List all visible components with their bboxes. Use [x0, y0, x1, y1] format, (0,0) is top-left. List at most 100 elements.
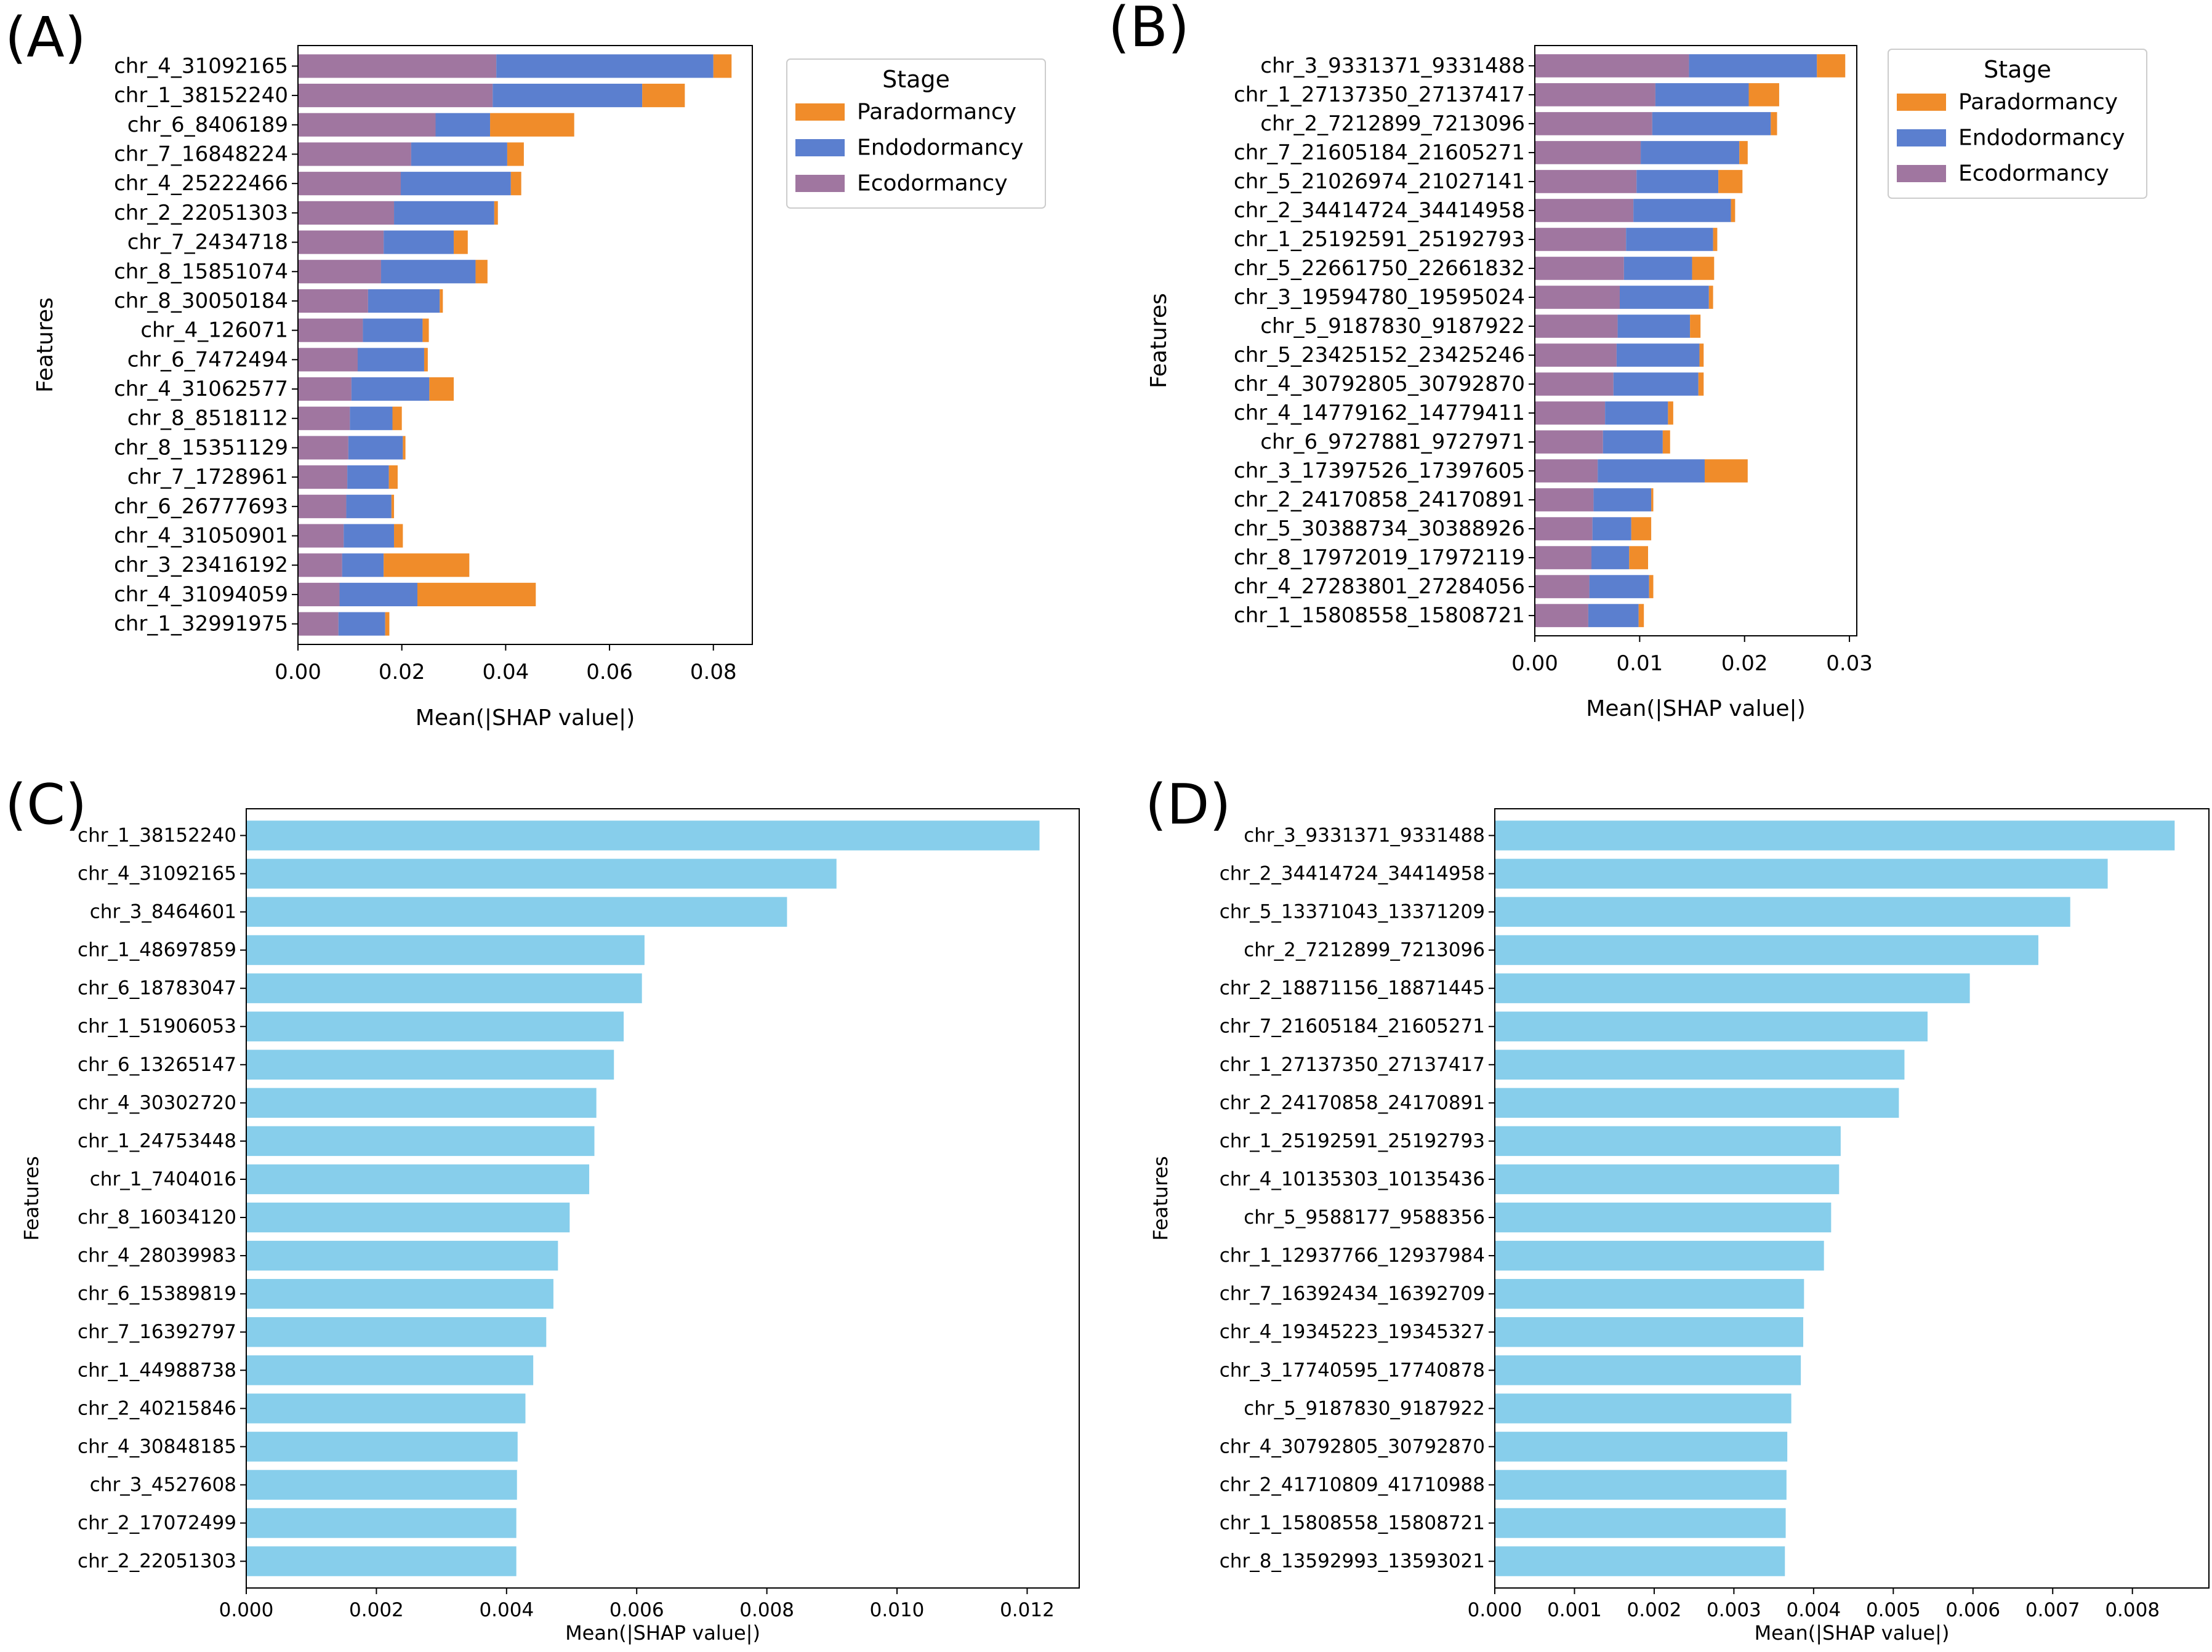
bar-endodormancy	[348, 436, 403, 460]
bar	[247, 1164, 590, 1195]
bar-group	[1495, 820, 2175, 1576]
y-tick-label: chr_2_34414724_34414958	[1234, 198, 1525, 223]
y-tick-label: chr_1_27137350_27137417	[1220, 1054, 1485, 1076]
bar-ecodormancy	[298, 406, 350, 430]
bar-paradormancy	[1692, 257, 1715, 280]
bar	[247, 1432, 518, 1462]
legend-title: Stage	[882, 66, 950, 93]
bar-ecodormancy	[298, 348, 358, 372]
legend-swatch-endodormancy	[1897, 129, 1946, 146]
bar-ecodormancy	[298, 172, 401, 196]
y-tick-label: chr_5_9588177_9588356	[1244, 1206, 1485, 1229]
bar-ecodormancy	[1535, 286, 1620, 309]
y-tick-labels: chr_3_9331371_9331488 chr_2_34414724_3441…	[1220, 824, 1495, 1573]
y-tick-label: chr_4_27283801_27284056	[1234, 574, 1525, 599]
legend-swatch-ecodormancy	[795, 175, 845, 192]
bar-endodormancy	[347, 465, 389, 489]
bar-paradormancy	[1718, 170, 1743, 193]
bar-paradormancy	[1731, 199, 1735, 222]
legend-swatch-paradormancy	[795, 103, 845, 121]
bar-ecodormancy	[1535, 228, 1627, 251]
bar-ecodormancy	[298, 113, 436, 137]
bar-endodormancy	[342, 553, 384, 577]
bar-ecodormancy	[1535, 199, 1634, 222]
y-tick-label: chr_2_7212899_7213096	[1260, 111, 1525, 136]
axes-frame	[1534, 45, 1857, 636]
bar-endodormancy	[1652, 112, 1771, 135]
bar-paradormancy	[1668, 401, 1673, 425]
bar-endodormancy	[363, 318, 423, 342]
x-axis-label: Mean(|SHAP value|)	[1755, 1621, 1950, 1645]
bar-endodormancy	[400, 172, 511, 196]
legend-label-paradormancy: Paradormancy	[1958, 90, 2118, 115]
bar-paradormancy	[1698, 372, 1704, 396]
y-tick-label: chr_1_15808558_15808721	[1220, 1512, 1485, 1534]
bar-endodormancy	[344, 524, 395, 548]
y-tick-label: chr_3_8464601	[90, 901, 236, 923]
bar-endodormancy	[357, 348, 424, 372]
bar-endodormancy	[351, 377, 430, 401]
bar-paradormancy	[507, 142, 524, 166]
bar-ecodormancy	[1535, 141, 1641, 164]
bar-endodormancy	[493, 84, 643, 108]
bar-endodormancy	[1598, 459, 1705, 483]
bar	[247, 1126, 595, 1157]
y-tick-label: chr_8_16034120	[78, 1206, 236, 1229]
y-tick-label: chr_4_25222466	[114, 171, 288, 196]
y-tick-label: chr_8_30050184	[114, 289, 288, 313]
y-tick-label: chr_3_17397526_17397605	[1234, 459, 1525, 483]
y-axis-label: Features	[1149, 1156, 1172, 1241]
bar-ecodormancy	[1535, 372, 1614, 396]
y-tick-label: chr_2_24170858_24170891	[1220, 1092, 1485, 1114]
bar-ecodormancy	[1535, 315, 1618, 338]
x-tick-label: 0.008	[739, 1599, 794, 1621]
bar-endodormancy	[1592, 517, 1631, 540]
bar	[247, 1278, 553, 1309]
bar-ecodormancy	[1535, 517, 1593, 540]
x-axis-label: Mean(|SHAP value|)	[416, 705, 635, 731]
y-tick-label: chr_3_9331371_9331488	[1260, 54, 1525, 78]
y-tick-label: chr_2_22051303	[114, 201, 288, 225]
x-ticks: 0.000 0.002 0.004 0.006 0.008 0.010 0.012	[219, 1588, 1055, 1621]
bar	[1495, 1470, 1787, 1500]
y-tick-label: chr_1_48697859	[78, 939, 236, 961]
bar-paradormancy	[417, 582, 536, 606]
bar	[247, 935, 645, 965]
bar-endodormancy	[346, 494, 392, 518]
y-tick-label: chr_3_4527608	[90, 1474, 236, 1496]
bar	[1495, 1049, 1905, 1080]
y-tick-label: chr_1_12937766_12937984	[1220, 1245, 1485, 1267]
y-tick-label: chr_2_17072499	[78, 1512, 236, 1534]
bar	[1495, 1432, 1788, 1462]
y-tick-label: chr_8_15351129	[114, 435, 288, 460]
bar-paradormancy	[403, 436, 406, 460]
bar-ecodormancy	[1535, 430, 1603, 454]
bar-ecodormancy	[1535, 170, 1637, 193]
bar	[1495, 935, 2038, 965]
y-tick-labels: chr_3_9331371_9331488 chr_1_27137350_2713…	[1234, 54, 1535, 628]
bar-endodormancy	[394, 201, 494, 225]
bar	[1495, 1317, 1804, 1347]
y-axis-label: Features	[1146, 293, 1172, 388]
bar-ecodormancy	[1535, 257, 1624, 280]
y-tick-label: chr_1_7404016	[90, 1168, 236, 1190]
bar	[247, 1088, 597, 1118]
y-tick-label: chr_8_15851074	[114, 259, 288, 284]
bar-endodormancy	[338, 612, 385, 636]
bar	[1495, 897, 2070, 927]
bar	[1495, 1278, 1804, 1309]
y-tick-label: chr_6_18783047	[78, 977, 236, 1000]
x-tick-label: 0.002	[349, 1599, 404, 1621]
bar-paradormancy	[1638, 604, 1644, 627]
y-axis-label: Features	[33, 297, 58, 393]
y-tick-label: chr_6_9727881_9727971	[1260, 430, 1525, 454]
y-tick-label: chr_2_24170858_24170891	[1234, 487, 1525, 512]
x-tick-label: 0.004	[479, 1599, 534, 1621]
legend-label-ecodormancy: Ecodormancy	[1958, 161, 2109, 186]
legend-label-endodormancy: Endodormancy	[857, 135, 1024, 161]
bar-ecodormancy	[1535, 546, 1591, 569]
bar	[1495, 973, 1970, 1003]
legend-box	[786, 58, 1046, 209]
x-tick-label: 0.012	[1000, 1599, 1055, 1621]
